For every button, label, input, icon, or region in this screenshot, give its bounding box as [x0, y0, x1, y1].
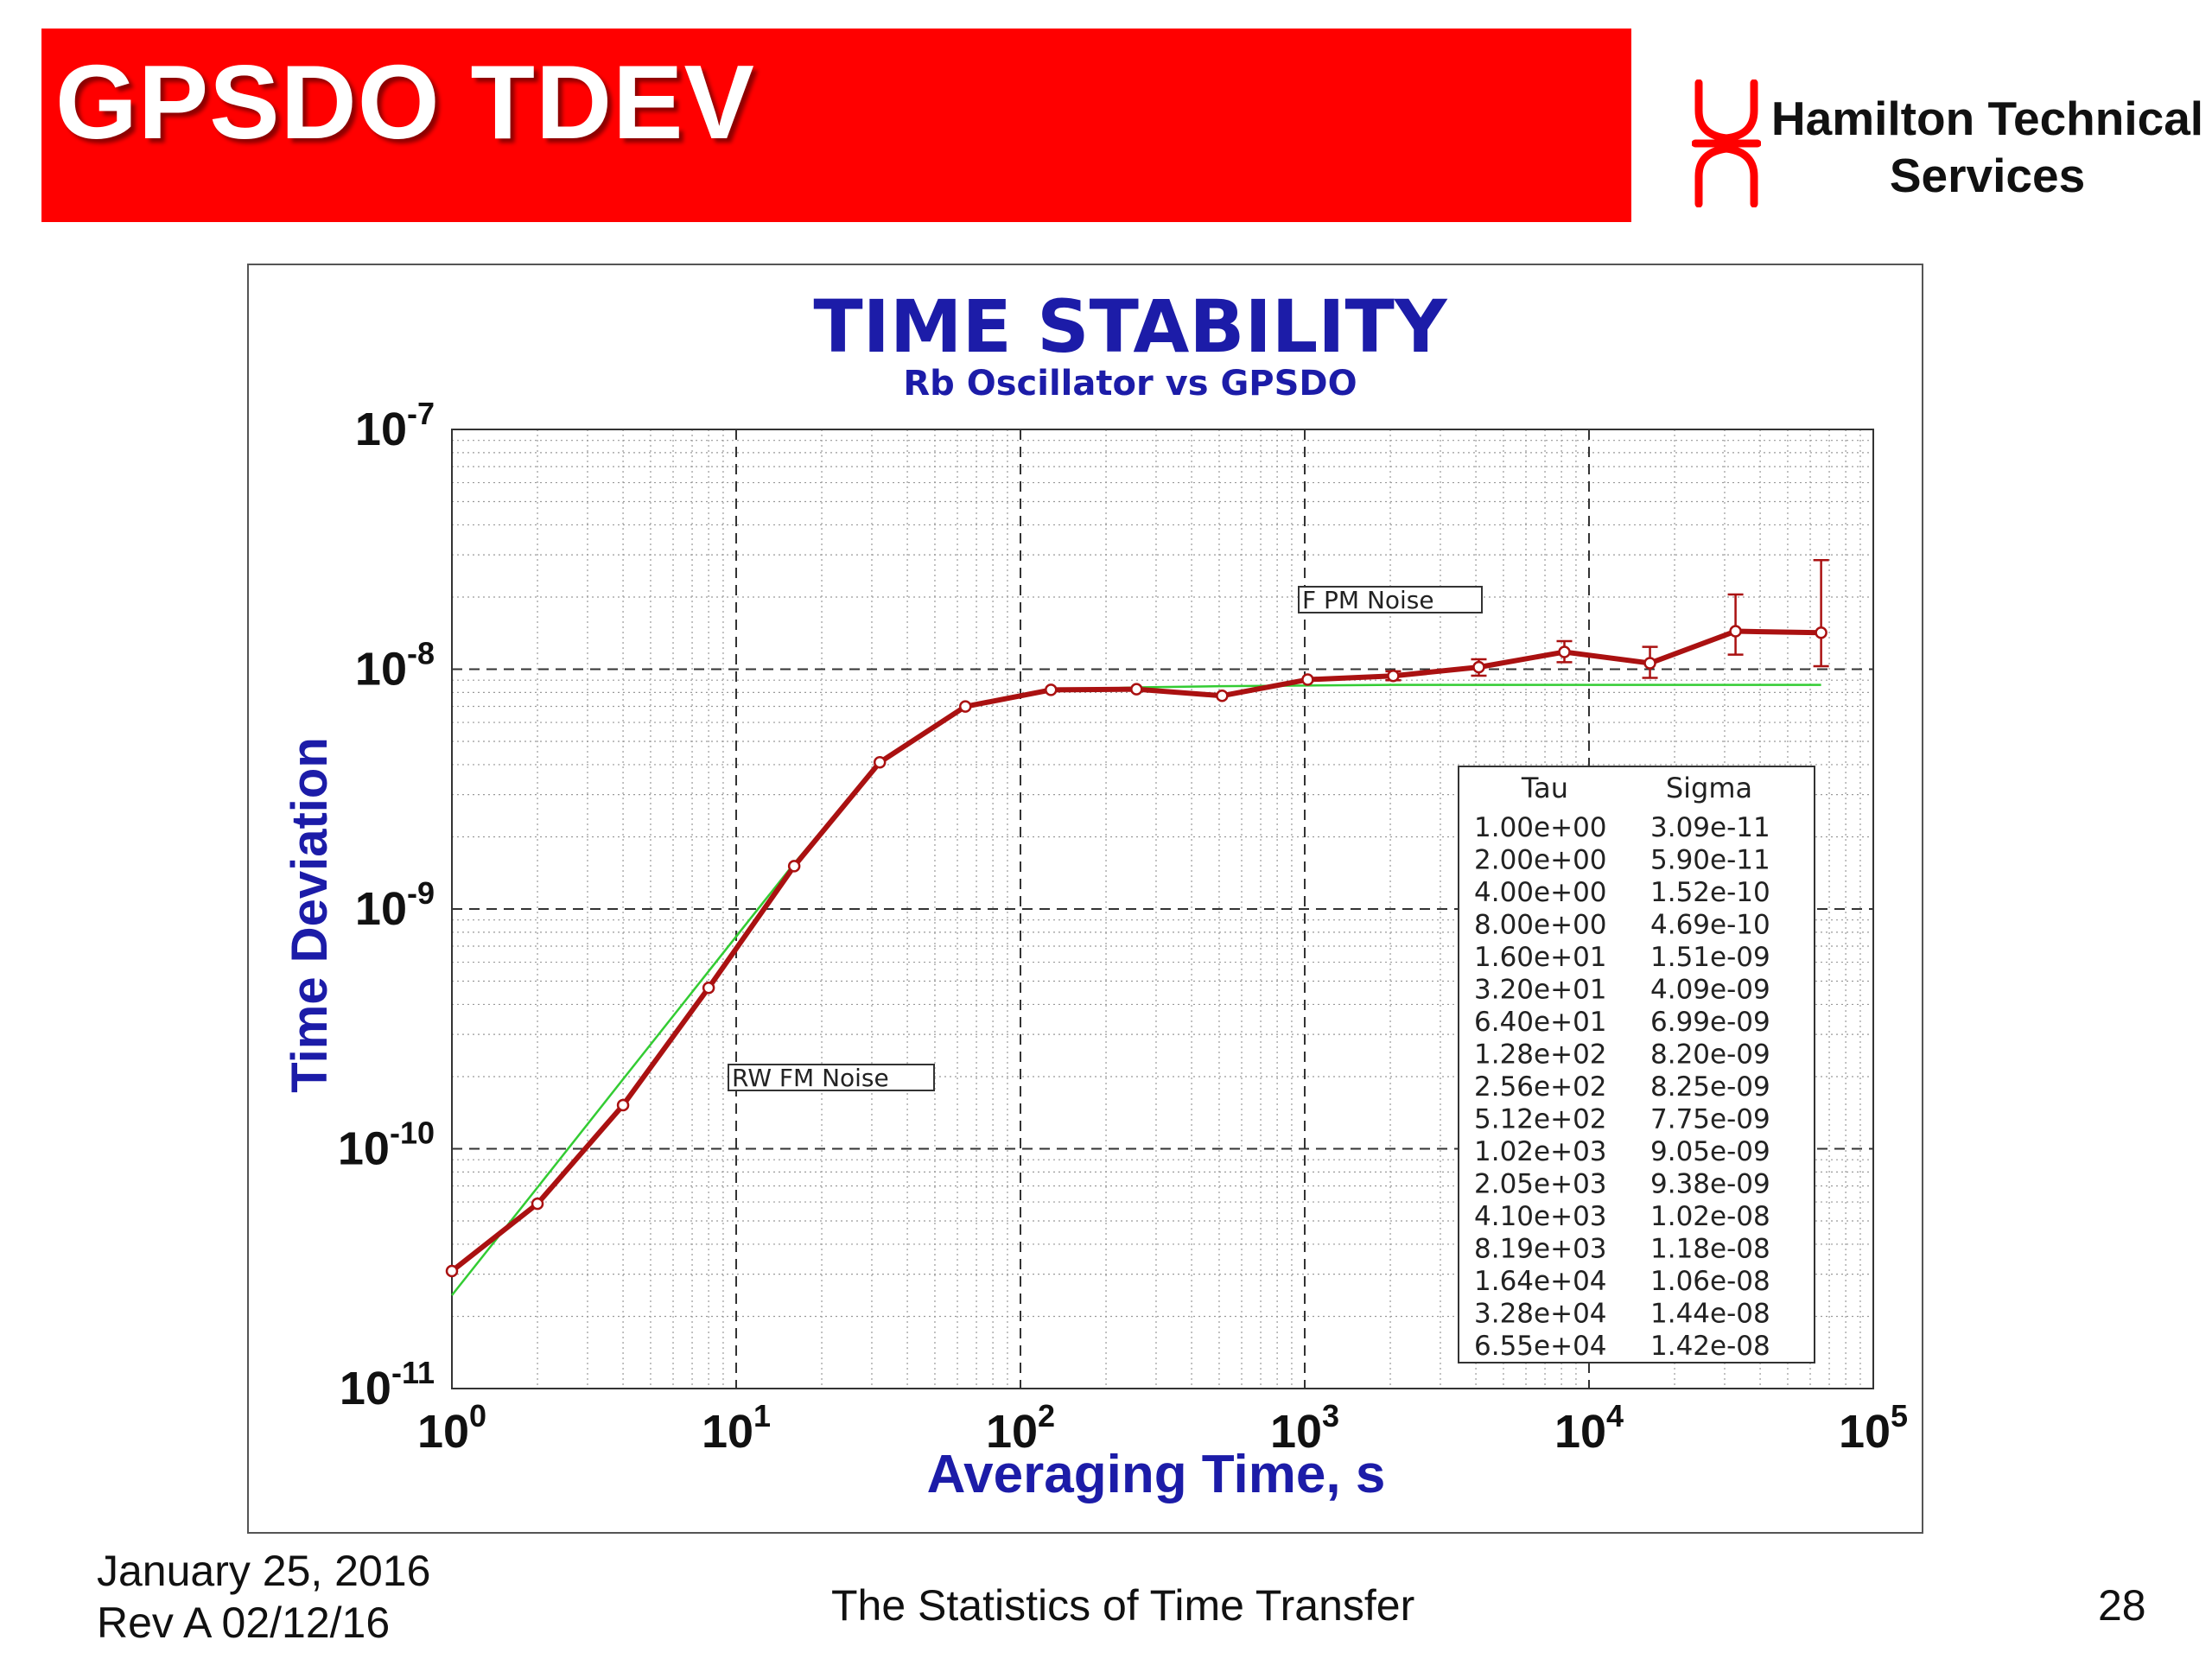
- legend-table-tau: 8.00e+00: [1474, 910, 1607, 941]
- data-point: [1216, 689, 1229, 702]
- legend-table-tau: 1.60e+01: [1474, 942, 1607, 973]
- data-point: [1815, 626, 1827, 639]
- axes-layer: 100 101 102 103 104 105 10-7 10-8 10-9 10-10 10-11: [338, 396, 1908, 1458]
- legend-table-sigma: 8.20e-09: [1650, 1039, 1770, 1071]
- legend-table-tau: 1.28e+02: [1474, 1039, 1607, 1071]
- annotation-label: RW FM Noise: [732, 1064, 889, 1092]
- legend-table-tau: 4.10e+03: [1474, 1201, 1607, 1232]
- legend-table-tau: 2.05e+03: [1474, 1169, 1607, 1200]
- legend-table-sigma: 1.44e-08: [1650, 1299, 1770, 1330]
- legend-table-tau: 5.12e+02: [1474, 1104, 1607, 1135]
- chart-frame: TIME STABILITY Rb Oscillator vs GPSDO 10…: [247, 264, 1923, 1534]
- data-point: [958, 700, 972, 713]
- legend-table-sigma: 1.51e-09: [1650, 942, 1770, 973]
- company-name-line2: Services: [1889, 149, 2086, 202]
- slide-title: GPSDO TDEV: [55, 43, 755, 161]
- x-tick-label: 104: [1554, 1398, 1624, 1458]
- page-number: 28: [2098, 1581, 2146, 1630]
- y-tick-label: 10-7: [355, 396, 435, 455]
- data-layer: [445, 559, 1829, 1278]
- x-tick-label: 102: [986, 1398, 1055, 1458]
- legend-table-sigma: 7.75e-09: [1650, 1104, 1770, 1135]
- legend-table-tau: 1.00e+00: [1474, 812, 1607, 843]
- legend-table-tau: 1.02e+03: [1474, 1136, 1607, 1167]
- legend-table-tau: 8.19e+03: [1474, 1234, 1607, 1265]
- legend-table-sigma: 9.38e-09: [1650, 1169, 1770, 1200]
- data-point: [787, 860, 801, 873]
- data-point: [1387, 669, 1400, 683]
- legend-table-sigma: 3.09e-11: [1650, 812, 1770, 843]
- data-point: [616, 1098, 630, 1112]
- annotation-layer: F PM Noise RW FM Noise: [728, 586, 1483, 1092]
- legend-table-tau: 6.40e+01: [1474, 1007, 1607, 1038]
- data-point: [1643, 657, 1656, 670]
- legend-table-sigma: 1.42e-08: [1650, 1331, 1770, 1362]
- legend-table-sigma: 1.02e-08: [1650, 1201, 1770, 1232]
- y-axis-label: Time Deviation: [282, 737, 338, 1093]
- legend-table-sigma: 9.05e-09: [1650, 1136, 1770, 1167]
- x-axis-label: Averaging Time, s: [927, 1445, 1386, 1504]
- footer-date-block: January 25, 2016 Rev A 02/12/16: [97, 1545, 430, 1649]
- legend-table-tau: 3.28e+04: [1474, 1299, 1607, 1330]
- legend-table-sigma: 4.69e-10: [1650, 910, 1770, 941]
- footer-date: January 25, 2016: [97, 1547, 431, 1595]
- legend-table-tau: 4.00e+00: [1474, 877, 1607, 908]
- data-point: [1472, 660, 1485, 674]
- company-name-line1: Hamilton Technical: [1770, 92, 2204, 145]
- y-tick-label: 10-8: [355, 636, 435, 696]
- legend-table-header: Sigma: [1666, 772, 1752, 804]
- legend-table-tau: 6.55e+04: [1474, 1331, 1607, 1362]
- legend-table-sigma: 1.06e-08: [1650, 1266, 1770, 1297]
- x-tick-label: 100: [417, 1398, 486, 1458]
- legend-table-sigma: 1.52e-10: [1650, 877, 1770, 908]
- x-tick-label: 103: [1270, 1398, 1339, 1458]
- legend-table-sigma: 8.25e-09: [1650, 1071, 1770, 1103]
- data-point: [1130, 683, 1143, 696]
- legend-table-box: [1458, 766, 1815, 1363]
- plot-border: [451, 429, 1874, 1389]
- footer-center: The Statistics of Time Transfer: [831, 1581, 1415, 1630]
- legend-table-sigma: 4.09e-09: [1650, 975, 1770, 1006]
- y-tick-label: 10-11: [340, 1355, 435, 1414]
- data-point: [1045, 683, 1058, 696]
- data-point: [1301, 673, 1314, 686]
- annotation-box: [1298, 586, 1483, 613]
- legend-table-tau: 2.00e+00: [1474, 845, 1607, 876]
- legend-table-header: Tau: [1521, 772, 1568, 804]
- title-banner: [41, 29, 1631, 222]
- hts-logo-icon: [1692, 79, 1761, 207]
- legend-table-tau: 2.56e+02: [1474, 1071, 1607, 1103]
- chart-subtitle: Rb Oscillator vs GPSDO: [903, 364, 1357, 404]
- annotation-box: [728, 1064, 935, 1091]
- legend-table-sigma: 6.99e-09: [1650, 1007, 1770, 1038]
- company-name: Hamilton Technical Services: [1763, 90, 2212, 204]
- legend-table: Tau Sigma 1.00e+00 3.09e-11 2.00e+00 5.90e-11…: [1458, 766, 1815, 1363]
- chart-title: TIME STABILITY: [813, 284, 1447, 369]
- tdev-chart: TIME STABILITY Rb Oscillator vs GPSDO 10…: [282, 284, 1908, 1504]
- legend-table-sigma: 1.18e-08: [1650, 1234, 1770, 1265]
- footer-revision: Rev A 02/12/16: [97, 1599, 391, 1647]
- x-tick-label: 105: [1839, 1398, 1908, 1458]
- x-tick-label: 101: [702, 1398, 771, 1458]
- legend-table-tau: 1.64e+04: [1474, 1266, 1607, 1297]
- legend-table-tau: 3.20e+01: [1474, 975, 1607, 1006]
- data-point: [445, 1264, 459, 1278]
- data-point: [531, 1197, 544, 1211]
- data-point: [873, 755, 887, 769]
- y-tick-label: 10-9: [355, 875, 435, 935]
- data-point: [1729, 625, 1742, 638]
- data-point: [1558, 645, 1571, 658]
- annotation-label: F PM Noise: [1302, 586, 1434, 614]
- legend-table-sigma: 5.90e-11: [1650, 845, 1770, 876]
- data-point: [702, 981, 715, 995]
- y-tick-label: 10-10: [338, 1116, 435, 1175]
